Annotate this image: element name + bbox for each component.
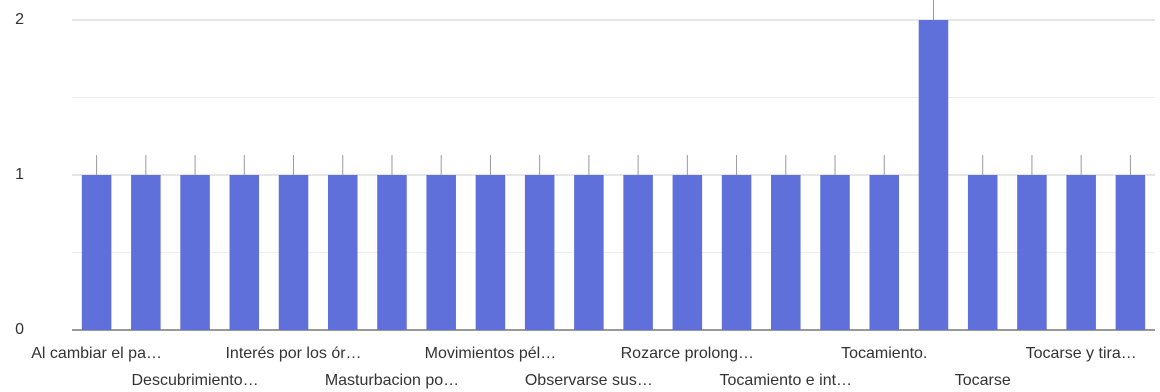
bar bbox=[869, 175, 900, 330]
y-tick-label: 0 bbox=[15, 321, 24, 338]
bar bbox=[771, 175, 801, 330]
bar bbox=[377, 175, 407, 330]
bar bbox=[820, 175, 850, 330]
bar bbox=[967, 175, 998, 330]
x-tick-label: Tocarse bbox=[955, 372, 1011, 389]
x-tick-label: Observarse sus… bbox=[525, 372, 653, 389]
x-tick-label: Tocarse y tira… bbox=[1026, 345, 1137, 362]
bar bbox=[574, 175, 604, 330]
bar bbox=[81, 175, 112, 330]
x-tick-label: Rozarce prolong… bbox=[621, 345, 754, 362]
x-tick-label: Interés por los ór… bbox=[225, 345, 361, 362]
bar bbox=[426, 175, 456, 330]
x-tick-label: Al cambiar el pa… bbox=[31, 345, 162, 362]
bar bbox=[524, 175, 555, 330]
bar bbox=[1066, 175, 1096, 330]
bar bbox=[1115, 175, 1146, 330]
x-tick-label: Tocamiento e int… bbox=[720, 372, 853, 389]
y-tick-label: 1 bbox=[15, 166, 24, 183]
bar bbox=[475, 175, 506, 330]
x-tick-label: Tocamiento. bbox=[841, 345, 927, 362]
bar bbox=[721, 175, 752, 330]
bar bbox=[623, 175, 653, 330]
bar bbox=[180, 175, 210, 330]
bar bbox=[278, 175, 309, 330]
bar bbox=[229, 175, 260, 330]
x-tick-label: Masturbacion po… bbox=[325, 372, 459, 389]
y-tick-label: 2 bbox=[15, 11, 24, 28]
bar bbox=[918, 20, 949, 330]
x-tick-label: Descubrimiento… bbox=[131, 372, 258, 389]
x-tick-label: Movimientos pél… bbox=[425, 345, 557, 362]
bar bbox=[327, 175, 358, 330]
bar bbox=[131, 175, 161, 330]
bar bbox=[1017, 175, 1047, 330]
bar bbox=[672, 175, 703, 330]
